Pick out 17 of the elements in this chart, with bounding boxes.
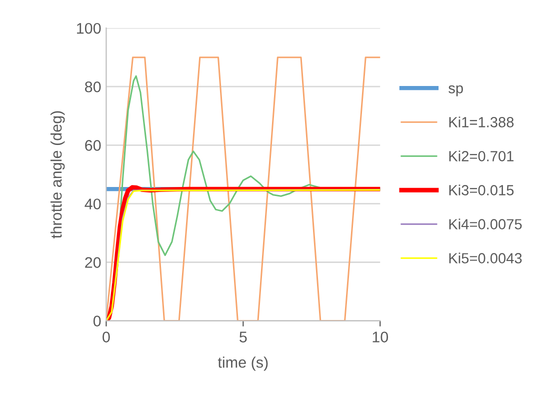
legend-label: Ki2=0.701 xyxy=(449,150,514,162)
x-tick-label: 10 xyxy=(372,332,388,342)
legend-label: Ki3=0.015 xyxy=(449,184,514,196)
y-tick-label: 0 xyxy=(93,316,101,326)
legend-label: sp xyxy=(448,85,463,96)
x-axis-title: time (s) xyxy=(218,356,268,371)
legend-label: Ki5=0.0043 xyxy=(449,252,522,264)
legend-label: Ki4=0.0075 xyxy=(449,218,522,230)
y-tick-label: 60 xyxy=(85,140,101,151)
y-tick-label: 40 xyxy=(84,198,101,210)
y-tick-label: 80 xyxy=(85,81,101,92)
x-tick-label: 5 xyxy=(240,332,247,342)
y-tick-label: 20 xyxy=(85,257,101,268)
y-tick-label: 100 xyxy=(77,22,101,34)
legend-label: Ki1=1.388 xyxy=(449,116,514,128)
x-tick-label: 0 xyxy=(102,332,110,342)
y-axis-title: throttle angle (deg) xyxy=(50,111,65,238)
